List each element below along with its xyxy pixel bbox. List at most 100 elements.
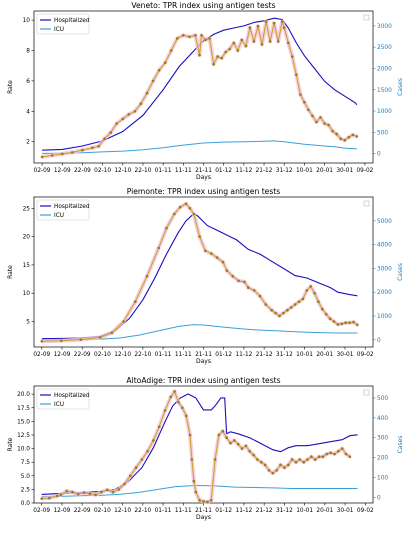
y2-axis-label: Cases <box>397 436 404 454</box>
rate-point <box>165 226 168 230</box>
x-tick-label: 30-01 <box>336 168 353 174</box>
rate-point <box>348 321 351 325</box>
rate-point <box>184 202 188 206</box>
x-tick-label: 21-12 <box>256 352 273 358</box>
y2-tick-label: 0 <box>377 495 381 501</box>
legend-label-hospitalized: Hospitalized <box>54 18 90 24</box>
rate-point <box>140 458 144 461</box>
rate-point <box>286 308 289 312</box>
rate-point <box>225 436 228 440</box>
rate-point <box>133 110 137 113</box>
rate-point <box>71 490 74 494</box>
hospitalized-series-line <box>41 393 358 495</box>
rate-point <box>240 447 244 450</box>
y-axis-label: Rate <box>7 265 14 279</box>
rate-point <box>335 132 339 136</box>
rate-point <box>213 458 217 461</box>
secondary-legend-marker <box>363 389 370 396</box>
rate-point <box>123 482 126 486</box>
rate-point <box>237 279 240 283</box>
rate-point <box>134 466 138 469</box>
rate-point <box>200 34 203 37</box>
x-tick-label: 02-09 <box>34 168 51 174</box>
rate-point <box>270 308 274 312</box>
y2-tick-label: 0 <box>377 152 381 158</box>
x-tick-label: 20-01 <box>316 168 333 174</box>
rate-point <box>59 493 63 497</box>
rate-point <box>152 439 155 442</box>
rate-point <box>188 433 192 437</box>
rate-point <box>146 450 149 453</box>
x-tick-label: 21-12 <box>256 508 273 514</box>
rate-point <box>263 463 267 467</box>
rate-point <box>50 154 54 157</box>
rate-point <box>252 289 256 292</box>
rate-point <box>217 433 221 437</box>
rate-point <box>139 102 143 105</box>
rate-point <box>169 49 173 52</box>
rate-point <box>79 338 83 341</box>
rate-point <box>282 26 286 30</box>
x-tick-label: 22-10 <box>135 168 152 174</box>
x-tick-label: 02-10 <box>94 352 111 358</box>
rate-point <box>240 38 244 42</box>
rate-point <box>163 61 167 64</box>
x-tick-label: 21-12 <box>256 168 273 174</box>
y2-tick-label: 1000 <box>377 314 392 320</box>
rate-point <box>306 458 309 461</box>
rate-point <box>321 307 324 311</box>
legend-label-hospitalized: Hospitalized <box>54 393 90 399</box>
rate-point <box>319 116 322 119</box>
rate-point <box>204 249 207 253</box>
rate-point <box>229 441 232 445</box>
rate-point <box>311 114 314 118</box>
rate-point <box>232 41 236 45</box>
y-tick-label: 15.0 <box>17 419 30 425</box>
rate-point <box>291 55 294 58</box>
x-tick-label: 20-01 <box>316 352 333 358</box>
y-tick-label: 0.0 <box>21 501 31 507</box>
rate-point <box>317 455 321 459</box>
x-tick-label: 12-10 <box>114 352 131 358</box>
rate-point <box>208 37 211 40</box>
x-tick-label: 31-12 <box>276 508 293 514</box>
rate-point <box>287 463 290 467</box>
rate-point <box>298 458 302 461</box>
rate-point <box>194 34 197 37</box>
rate-point <box>40 497 43 500</box>
rate-point <box>327 123 330 127</box>
rate-point <box>182 34 185 37</box>
rate-point <box>117 488 121 491</box>
x-tick-label: 30-01 <box>337 352 354 358</box>
rate-point <box>157 69 161 72</box>
rate-point <box>97 145 100 148</box>
rate-point <box>313 291 316 295</box>
y2-tick-label: 1500 <box>377 88 392 94</box>
rate-point <box>271 471 275 475</box>
rate-point <box>40 340 44 343</box>
rate-point <box>309 285 313 288</box>
x-tick-label: 11-11 <box>175 508 192 514</box>
rate-point <box>243 280 246 284</box>
rate-point <box>233 439 236 442</box>
rate-point <box>204 38 207 42</box>
y-tick-label: 20.0 <box>17 392 30 398</box>
rate-point <box>157 425 161 429</box>
rate-point <box>307 108 310 112</box>
rate-point <box>295 73 298 77</box>
y2-tick-label: 0 <box>377 338 381 344</box>
rate-point <box>82 491 86 495</box>
rate-point <box>109 131 112 134</box>
rate-point <box>248 450 251 453</box>
rate-confidence-band <box>41 201 359 344</box>
chart-title: Veneto: TPR index using antigen tests <box>131 1 275 10</box>
x-tick-label: 12-09 <box>54 352 71 358</box>
rate-point <box>188 35 191 39</box>
rate-point <box>198 53 201 57</box>
rate-point <box>202 500 205 503</box>
rate-point <box>297 300 301 304</box>
rate-series-line <box>41 203 358 342</box>
rate-point <box>302 460 306 464</box>
legend-label-hospitalized: Hospitalized <box>54 204 90 210</box>
